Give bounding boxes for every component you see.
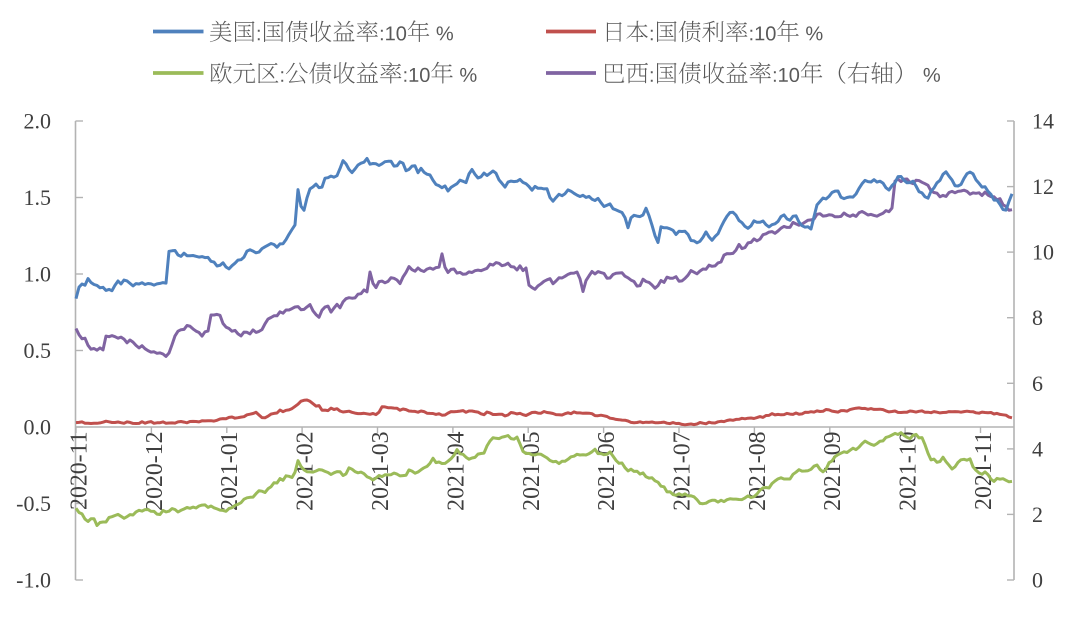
svg-text:2020-12: 2020-12: [142, 432, 168, 511]
svg-text:1.5: 1.5: [24, 185, 52, 210]
svg-text:0.0: 0.0: [24, 415, 52, 440]
svg-text:4: 4: [1032, 436, 1043, 461]
svg-text:2021-06: 2021-06: [594, 431, 620, 510]
svg-text:2021-10: 2021-10: [896, 432, 922, 511]
svg-text:2021-05: 2021-05: [519, 432, 545, 511]
svg-text:2020-11: 2020-11: [67, 432, 93, 510]
svg-text:2021-01: 2021-01: [217, 432, 243, 511]
svg-text:-1.0: -1.0: [16, 568, 51, 593]
svg-text:14: 14: [1032, 109, 1054, 134]
svg-text:8: 8: [1032, 305, 1043, 330]
svg-text:2021-08: 2021-08: [745, 432, 771, 511]
svg-text:1.0: 1.0: [24, 262, 52, 287]
svg-text:2021-03: 2021-03: [368, 432, 394, 511]
svg-text:0: 0: [1032, 568, 1043, 593]
svg-text:2021-04: 2021-04: [443, 431, 469, 510]
svg-text:10: 10: [1032, 240, 1054, 265]
svg-text:-0.5: -0.5: [16, 491, 51, 516]
svg-text:12: 12: [1032, 174, 1054, 199]
svg-text:0.5: 0.5: [24, 338, 52, 363]
svg-text:2.0: 2.0: [24, 109, 52, 134]
svg-text:2021-07: 2021-07: [670, 431, 696, 510]
svg-text:2: 2: [1032, 502, 1043, 527]
svg-text:6: 6: [1032, 371, 1043, 396]
